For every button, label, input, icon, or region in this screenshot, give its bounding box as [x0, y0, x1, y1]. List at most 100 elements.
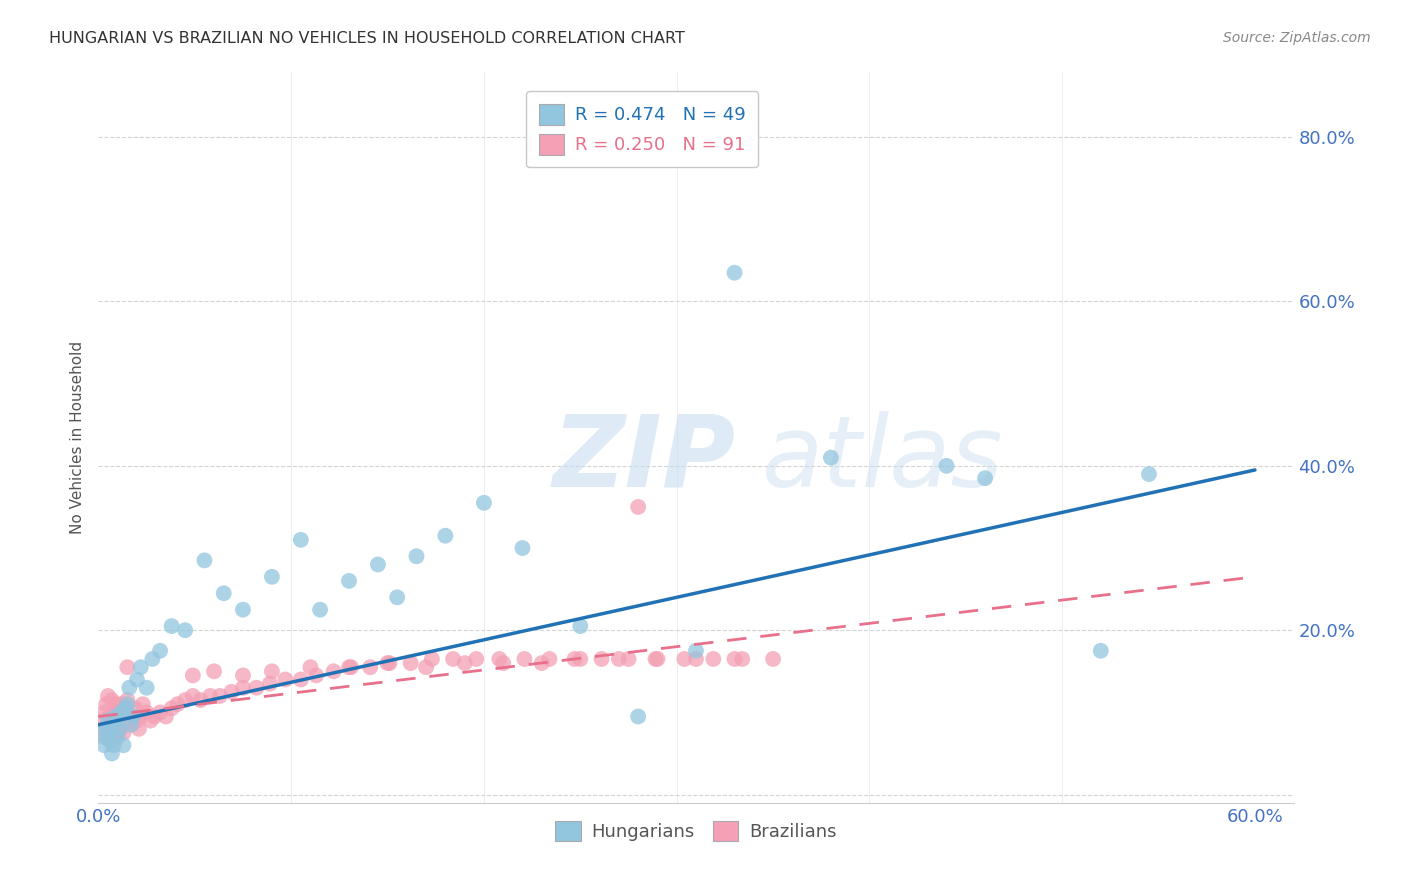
Point	[617, 652, 640, 666]
Point	[305, 668, 328, 682]
Point	[160, 701, 183, 715]
Point	[122, 709, 145, 723]
Point	[108, 722, 131, 736]
Point	[337, 574, 360, 588]
Point	[149, 706, 172, 720]
Point	[1137, 467, 1160, 481]
Y-axis label: No Vehicles in Household: No Vehicles in Household	[69, 341, 84, 533]
Point	[190, 693, 212, 707]
Point	[91, 726, 114, 740]
Point	[290, 533, 312, 547]
Point	[290, 673, 312, 687]
Point	[367, 558, 389, 572]
Point	[104, 697, 127, 711]
Point	[337, 660, 360, 674]
Point	[112, 739, 135, 753]
Point	[488, 652, 510, 666]
Point	[107, 714, 129, 728]
Point	[124, 701, 146, 715]
Point	[117, 693, 139, 707]
Point	[340, 660, 363, 674]
Point	[103, 706, 125, 720]
Point	[232, 668, 254, 682]
Point	[118, 714, 141, 728]
Point	[512, 541, 534, 555]
Point	[143, 709, 166, 723]
Point	[125, 673, 148, 687]
Point	[359, 660, 381, 674]
Point	[110, 697, 132, 711]
Text: Source: ZipAtlas.com: Source: ZipAtlas.com	[1223, 31, 1371, 45]
Point	[492, 656, 515, 670]
Point	[591, 652, 613, 666]
Point	[299, 660, 322, 674]
Point	[125, 714, 148, 728]
Point	[723, 266, 745, 280]
Point	[685, 644, 707, 658]
Point	[673, 652, 696, 666]
Point	[607, 652, 630, 666]
Point	[108, 722, 131, 736]
Point	[232, 681, 254, 695]
Point	[128, 722, 150, 736]
Point	[114, 701, 136, 715]
Point	[101, 714, 124, 728]
Point	[160, 619, 183, 633]
Point	[94, 722, 117, 736]
Point	[434, 529, 457, 543]
Point	[564, 652, 586, 666]
Point	[135, 706, 157, 720]
Point	[110, 706, 132, 720]
Point	[114, 717, 136, 731]
Point	[91, 714, 114, 728]
Point	[120, 717, 142, 731]
Point	[260, 665, 283, 679]
Point	[166, 697, 188, 711]
Point	[118, 681, 141, 695]
Point	[820, 450, 842, 465]
Point	[377, 656, 399, 670]
Point	[117, 709, 139, 723]
Point	[322, 665, 344, 679]
Point	[399, 656, 422, 670]
Point	[513, 652, 536, 666]
Point	[644, 652, 666, 666]
Point	[309, 602, 332, 616]
Point	[378, 656, 401, 670]
Point	[141, 652, 163, 666]
Point	[193, 553, 215, 567]
Point	[420, 652, 443, 666]
Point	[101, 747, 124, 761]
Point	[974, 471, 997, 485]
Point	[139, 714, 162, 728]
Point	[274, 673, 297, 687]
Point	[107, 730, 129, 744]
Point	[155, 709, 177, 723]
Point	[465, 652, 488, 666]
Point	[569, 652, 592, 666]
Point	[685, 652, 707, 666]
Point	[627, 500, 650, 514]
Point	[181, 668, 204, 682]
Point	[107, 726, 129, 740]
Point	[731, 652, 754, 666]
Point	[132, 697, 155, 711]
Point	[94, 697, 117, 711]
Point	[221, 685, 243, 699]
Point	[110, 714, 132, 728]
Point	[530, 656, 553, 670]
Point	[627, 709, 650, 723]
Point	[723, 652, 745, 666]
Point	[174, 693, 197, 707]
Point	[212, 586, 235, 600]
Point	[569, 619, 592, 633]
Point	[441, 652, 464, 666]
Point	[108, 706, 131, 720]
Point	[97, 717, 120, 731]
Point	[114, 701, 136, 715]
Point	[135, 681, 157, 695]
Point	[245, 681, 267, 695]
Point	[112, 726, 135, 740]
Point	[208, 689, 231, 703]
Point	[259, 676, 281, 690]
